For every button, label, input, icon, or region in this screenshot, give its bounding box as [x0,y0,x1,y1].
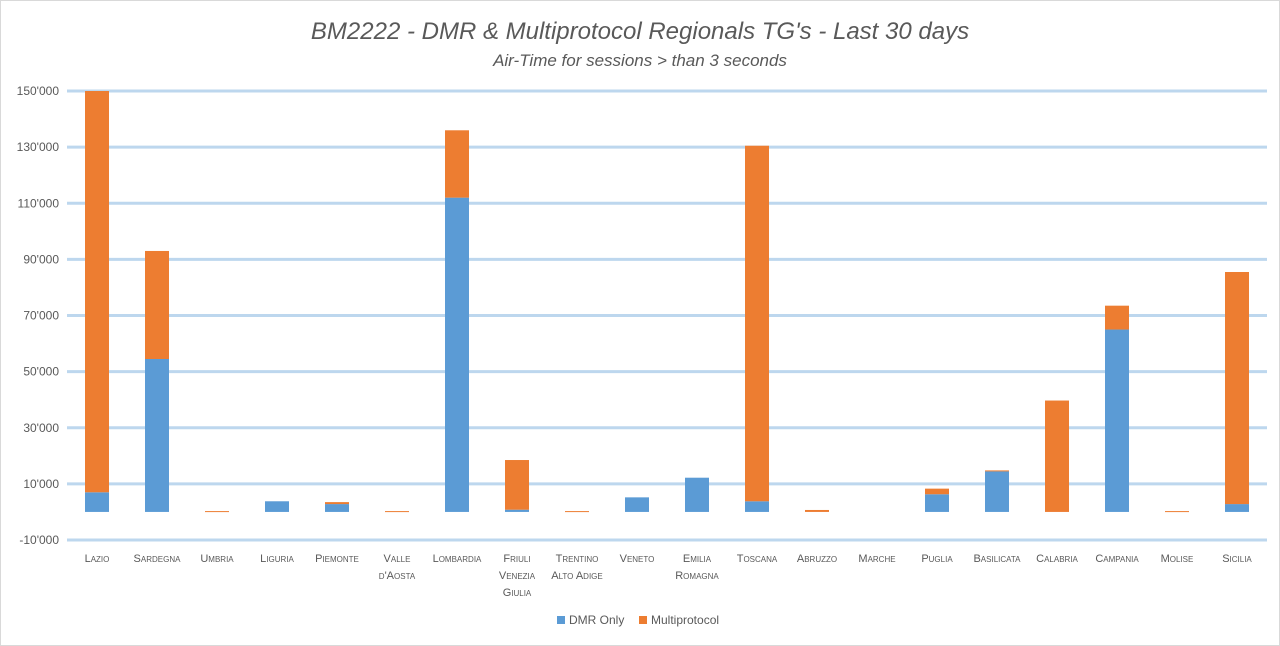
bar-multiprotocol-friuli-venezia-giulia [505,460,529,510]
x-tick-label: Trentino [556,553,599,565]
bar-dmr-only-sicilia [1225,504,1249,512]
x-tick-label: Venezia [499,570,536,582]
legend-swatch [639,616,647,624]
bar-dmr-only-basilicata [985,471,1009,512]
chart-subtitle: Air-Time for sessions > than 3 seconds [492,51,787,70]
bar-dmr-only-toscana [745,501,769,512]
bar-multiprotocol-campania [1105,305,1129,330]
x-tick-label: Valle [384,553,411,565]
bar-dmr-only-lazio [85,492,109,512]
legend-label: DMR Only [569,613,624,627]
y-tick-label: 130'000 [17,140,60,154]
bar-multiprotocol-puglia [925,488,949,495]
x-tick-label: Veneto [620,553,655,565]
bar-multiprotocol-umbria [205,511,229,513]
bar-multiprotocol-valle-d-aosta [385,511,409,513]
bar-dmr-only-piemonte [325,504,349,512]
bar-multiprotocol-lombardia [445,130,469,198]
x-tick-label: Sardegna [134,553,182,565]
bar-dmr-only-liguria [265,501,289,512]
x-tick-label: Calabria [1036,553,1078,565]
bar-dmr-only-campania [1105,329,1129,512]
legend: DMR Only Multiprotocol [557,613,719,627]
y-tick-label: 70'000 [23,309,59,323]
x-tick-label: Lazio [85,553,110,565]
x-tick-label: Molise [1161,553,1194,565]
y-tick-label: 90'000 [23,252,59,266]
bars [85,91,1249,513]
x-axis-category-labels: Lazio Sardegna Umbria Liguria Piemonte Valle d… [85,553,1253,599]
y-axis-tick-labels: -10'000 10'000 30'000 50'000 70'000 90'000 110… [17,84,60,547]
x-tick-label: Campania [1095,553,1139,565]
x-tick-label: Friuli [503,553,530,565]
bar-multiprotocol-trentino-alto-adige [565,511,589,513]
bar-multiprotocol-sicilia [1225,272,1249,505]
x-tick-label: Alto Adige [551,570,603,582]
x-tick-label: Marche [858,553,895,565]
bar-dmr-only-puglia [925,494,949,512]
x-tick-label: Liguria [260,553,294,565]
x-tick-label: Emilia [683,553,712,565]
y-tick-label: 10'000 [23,477,59,491]
bar-multiprotocol-toscana [745,145,769,502]
bar-dmr-only-friuli-venezia-giulia [505,509,529,512]
x-tick-label: Piemonte [315,553,359,565]
x-tick-label: Basilicata [973,553,1021,565]
bar-multiprotocol-calabria [1045,400,1069,512]
x-tick-label: Giulia [503,587,532,599]
bar-multiprotocol-molise [1165,511,1189,513]
bar-dmr-only-lombardia [445,197,469,512]
x-tick-label: Puglia [921,553,953,565]
bar-multiprotocol-sardegna [145,250,169,359]
x-tick-label: Toscana [737,553,778,565]
chart-title: BM2222 - DMR & Multiprotocol Regionals T… [311,18,969,45]
bar-multiprotocol-basilicata [985,470,1009,472]
bar-multiprotocol-piemonte [325,502,349,505]
legend-swatch [557,616,565,624]
x-tick-label: Abruzzo [797,553,837,565]
x-tick-label: Sicilia [1222,553,1252,565]
x-tick-label: Romagna [675,570,719,582]
x-tick-label: Lombardia [433,553,482,565]
bar-multiprotocol-abruzzo [805,509,829,512]
x-tick-label: d'Aosta [379,570,416,582]
x-tick-label: Umbria [200,553,234,565]
y-tick-label: -10'000 [19,533,59,547]
y-tick-label: 50'000 [23,365,59,379]
bar-dmr-only-emilia-romagna [685,477,709,512]
legend-label: Multiprotocol [651,613,719,627]
gridlines [67,89,1267,542]
y-tick-label: 30'000 [23,421,59,435]
y-tick-label: 150'000 [17,84,60,98]
bar-multiprotocol-lazio [85,91,109,493]
bar-dmr-only-sardegna [145,358,169,512]
y-tick-label: 110'000 [18,196,60,210]
bar-dmr-only-veneto [625,497,649,512]
